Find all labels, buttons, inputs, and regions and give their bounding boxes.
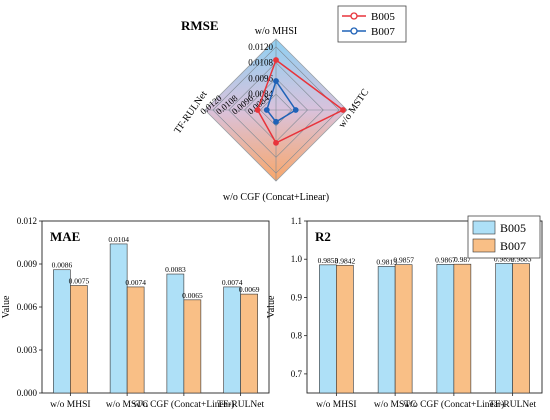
- y-tick-label: 0.003: [17, 345, 38, 355]
- x-tick-label: TF-RULNet: [489, 400, 536, 410]
- radar-axis-label: w/o CGF (Concat+Linear): [223, 192, 329, 203]
- y-tick-label: 0.7: [291, 369, 303, 379]
- bar-value-label: 0.9883: [511, 255, 532, 264]
- radar-point: [273, 118, 279, 125]
- radar-point: [254, 107, 261, 113]
- radar-tick-label: 0.0120: [248, 42, 273, 52]
- bar-b005: [53, 269, 71, 394]
- bar-b007: [336, 264, 354, 394]
- y-tick-label: 1.1: [291, 216, 302, 226]
- bar-b007: [183, 299, 202, 394]
- legend-swatch: [472, 220, 496, 235]
- y-tick-label: 0.009: [17, 259, 38, 269]
- radar-legend-marker: [350, 27, 358, 35]
- y-tick-label: 0.9: [291, 292, 303, 302]
- bar-b007: [240, 293, 258, 394]
- radar-point: [292, 107, 299, 113]
- radar-point: [273, 139, 279, 146]
- bar-b007: [126, 286, 145, 394]
- x-tick-label: w/o MSTC: [106, 400, 149, 410]
- radar-legend-label: B007: [371, 26, 395, 38]
- legend-swatch: [472, 238, 496, 253]
- bar-b005: [377, 266, 396, 394]
- bar-value-label: 0.987: [454, 255, 471, 264]
- bar-b005: [436, 264, 455, 394]
- bar-value-label: 0.9842: [335, 256, 356, 265]
- y-axis-label: Value: [266, 295, 277, 318]
- radar-point: [340, 107, 346, 113]
- chart-title: R2: [315, 229, 331, 244]
- radar-point: [273, 78, 279, 84]
- bar-value-label: 0.0074: [222, 278, 243, 287]
- bar-value-label: 0.9853: [318, 256, 339, 265]
- bar-b005: [495, 263, 513, 394]
- bar-value-label: 0.9892: [494, 254, 515, 263]
- y-tick-label: 0.006: [17, 302, 38, 312]
- bar-b007: [512, 263, 530, 394]
- y-axis-label: Value: [1, 295, 12, 318]
- bar-value-label: 0.0075: [69, 277, 90, 286]
- radar-legend-label: B005: [371, 11, 395, 23]
- radar-legend-box: [337, 5, 407, 43]
- x-tick-label: TF-RULNet: [217, 400, 264, 410]
- bar-b007: [394, 264, 413, 394]
- x-tick-label: w/o MHSI: [316, 400, 356, 410]
- mae-bar-chart: 0.000 0.003 0.006 0.009 0.012 Value MAE w/o MHS…: [1, 216, 270, 410]
- y-tick-label: 0.012: [17, 216, 37, 226]
- radar-point: [273, 57, 279, 63]
- bar-value-label: 0.0065: [182, 291, 203, 300]
- chart-title: MAE: [50, 229, 80, 244]
- legend-label: B007: [500, 239, 526, 253]
- bar-value-label: 0.9813: [376, 257, 397, 266]
- radar-title: RMSE: [181, 18, 219, 33]
- bar-value-label: 0.9857: [393, 256, 414, 265]
- bar-b007: [70, 285, 88, 394]
- radar-point: [263, 107, 270, 113]
- bar-value-label: 0.0069: [239, 285, 260, 294]
- bar-b007: [453, 263, 472, 394]
- bar-b005: [319, 264, 337, 394]
- y-tick-label: 0.000: [17, 388, 38, 398]
- x-tick-label: w/o MHSI: [50, 400, 90, 410]
- radar-tick-label: 0.0108: [248, 58, 273, 68]
- plot-frame: [306, 220, 543, 394]
- bar-value-label: 0.0083: [165, 265, 186, 274]
- radar-legend-marker: [350, 12, 358, 20]
- radar-tick-label: 0.0096: [248, 73, 273, 83]
- bar-value-label: 0.0074: [125, 278, 146, 287]
- y-tick-label: 0.8: [291, 331, 303, 341]
- x-tick-label: w/o CGF (Concat+Linear): [403, 399, 504, 410]
- legend-label: B005: [500, 221, 526, 235]
- bar-b005: [223, 286, 241, 394]
- x-tick-label: w/o MSTC: [374, 400, 417, 410]
- x-tick-label: w/o CGF (Concat+Linear): [133, 399, 234, 410]
- radar-axis-label: w/o MHSI: [255, 26, 298, 37]
- radar-tick-label: 0.0084: [248, 89, 273, 99]
- y-tick-label: 1.0: [291, 254, 303, 264]
- bar-value-label: 0.0104: [108, 235, 129, 244]
- bar-b005: [109, 243, 128, 394]
- radar-chart: 0.00840.00960.01080.01200.00840.00960.01…: [172, 5, 407, 203]
- bar-value-label: 0.9867: [435, 255, 456, 264]
- bar-value-label: 0.0086: [52, 261, 73, 270]
